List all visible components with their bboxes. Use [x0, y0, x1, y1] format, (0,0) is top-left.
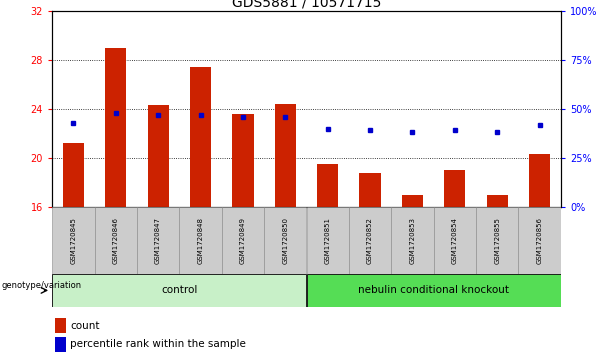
Text: genotype/variation: genotype/variation [1, 281, 81, 290]
Bar [391, 207, 433, 274]
Bar [519, 207, 561, 274]
Text: GSM1720849: GSM1720849 [240, 217, 246, 264]
Bar [476, 207, 519, 274]
Bar [487, 195, 508, 207]
Bar [349, 207, 391, 274]
Text: GSM1720856: GSM1720856 [537, 217, 543, 264]
Text: GSM1720853: GSM1720853 [409, 217, 416, 264]
Text: GSM1720850: GSM1720850 [283, 217, 288, 264]
Text: GSM1720855: GSM1720855 [494, 217, 500, 264]
Bar [232, 114, 254, 207]
Text: GSM1720852: GSM1720852 [367, 217, 373, 264]
Text: GSM1720845: GSM1720845 [70, 217, 76, 264]
Bar [179, 207, 222, 274]
Bar [52, 274, 306, 307]
Bar [306, 207, 349, 274]
Bar [55, 318, 66, 333]
Text: GSM1720846: GSM1720846 [113, 217, 119, 264]
Bar [444, 170, 465, 207]
Bar [306, 274, 561, 307]
Bar [52, 207, 94, 274]
Text: control: control [161, 285, 197, 295]
Title: GDS5881 / 10571715: GDS5881 / 10571715 [232, 0, 381, 10]
Bar [275, 104, 296, 207]
Bar [190, 67, 211, 207]
Text: GSM1720847: GSM1720847 [155, 217, 161, 264]
Bar [94, 207, 137, 274]
Text: GSM1720848: GSM1720848 [197, 217, 204, 264]
Text: nebulin conditional knockout: nebulin conditional knockout [358, 285, 509, 295]
Bar [434, 207, 476, 274]
Text: percentile rank within the sample: percentile rank within the sample [70, 339, 246, 350]
Bar [137, 207, 180, 274]
Bar [222, 207, 264, 274]
Bar [317, 164, 338, 207]
Bar [55, 337, 66, 351]
Bar [264, 207, 306, 274]
Bar [148, 105, 169, 207]
Bar [402, 195, 423, 207]
Bar [359, 172, 381, 207]
Text: GSM1720854: GSM1720854 [452, 217, 458, 264]
Bar [529, 154, 550, 207]
Text: GSM1720851: GSM1720851 [325, 217, 330, 264]
Bar [63, 143, 84, 207]
Bar [105, 48, 126, 207]
Text: count: count [70, 321, 100, 331]
